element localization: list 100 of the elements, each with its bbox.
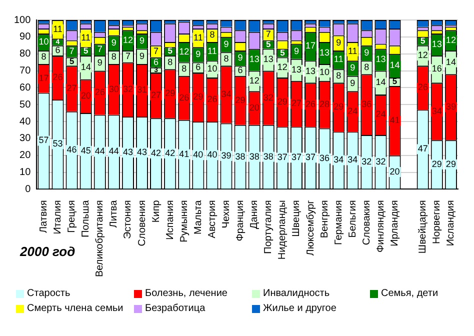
data-label: 8: [41, 52, 46, 62]
data-label: 12: [249, 75, 260, 86]
data-label: 9: [224, 39, 229, 50]
data-label: 11: [194, 32, 203, 42]
x-tick-label: Эстония: [122, 200, 134, 239]
data-label: 37: [291, 152, 302, 162]
x-tick-label: Люксембург: [305, 200, 316, 256]
data-label: 26: [207, 94, 218, 104]
y-tick-label: 20: [20, 150, 32, 162]
data-label: 27: [151, 90, 162, 100]
y-tick-label: 60: [20, 82, 32, 94]
y-tick-label: 30: [20, 133, 32, 144]
data-label: 38: [235, 151, 246, 162]
data-label: 24: [376, 109, 386, 120]
data-label: 11: [53, 24, 62, 34]
data-label: 43: [122, 147, 133, 158]
data-label: 26: [179, 92, 190, 102]
y-tick-label: 50: [20, 99, 32, 110]
data-label: 24: [348, 106, 358, 116]
data-label: 13: [376, 54, 386, 64]
data-label: 14: [376, 77, 386, 88]
y-tick-label: 70: [20, 66, 32, 77]
data-label: 39: [221, 150, 232, 160]
data-label: 9: [364, 47, 370, 58]
data-label: 29: [446, 158, 456, 169]
data-label: 17: [38, 72, 49, 83]
data-label: 9: [97, 58, 102, 68]
data-label: 26: [418, 82, 428, 92]
data-label: 9: [139, 50, 145, 61]
data-label: 8: [111, 52, 116, 62]
x-tick-label: Румыния: [178, 200, 190, 242]
x-tick-label: Греция: [66, 200, 78, 233]
data-label: 40: [207, 150, 218, 160]
data-label: 12: [446, 34, 456, 45]
data-label: 39: [446, 102, 456, 112]
data-label: 32: [122, 84, 133, 94]
x-tick-label: Норвегия: [432, 200, 443, 244]
data-label: 38: [263, 151, 274, 162]
data-label: 17: [306, 40, 316, 51]
data-label: 9: [238, 52, 243, 63]
x-tick-label: Латвия: [38, 200, 50, 234]
data-label: 26: [94, 87, 105, 98]
data-label: 9: [350, 78, 356, 88]
data-label: 44: [94, 146, 105, 156]
x-tick-label: Чехия: [221, 200, 232, 228]
data-label: 36: [362, 99, 372, 110]
legend-label: Инвалидность: [263, 288, 330, 299]
y-tick-label: 90: [20, 32, 32, 43]
data-label: 7: [125, 50, 130, 61]
data-label: 8: [182, 64, 187, 74]
x-tick-label: Швейцария: [418, 200, 429, 254]
data-label: 32: [362, 156, 372, 166]
data-label: 27: [66, 83, 77, 94]
data-label: 8: [168, 56, 173, 67]
y-tick-label: 100: [14, 14, 32, 26]
data-label: 5: [266, 38, 272, 49]
data-label: 12: [179, 46, 190, 57]
data-label: 5: [280, 47, 286, 58]
data-label: 38: [249, 151, 260, 162]
data-label: 13: [432, 39, 442, 50]
data-label: 7: [69, 46, 74, 56]
data-label: 34: [348, 154, 358, 165]
data-label: 57: [38, 135, 49, 146]
legend-label: Старость: [27, 288, 70, 299]
x-tick-label: Кипр: [150, 200, 162, 223]
y-tick-label: 80: [20, 48, 32, 60]
data-label: 7: [97, 44, 102, 54]
legend-label: Безработица: [145, 303, 206, 314]
data-label: 34: [432, 106, 442, 116]
y-tick-label: 10: [20, 167, 32, 178]
data-label: 8: [336, 70, 342, 80]
x-tick-label: Швеция: [291, 200, 302, 237]
data-label: 32: [263, 92, 274, 102]
data-label: 11: [208, 46, 217, 56]
data-label: 45: [80, 145, 91, 156]
data-label: 26: [52, 72, 63, 82]
data-label: 7: [266, 28, 271, 39]
data-label: 9: [294, 46, 299, 56]
data-label: 14: [80, 62, 91, 72]
data-label: 13: [249, 54, 260, 64]
data-label: 37: [306, 152, 316, 162]
x-tick-label: Литва: [108, 200, 120, 228]
data-label: 46: [66, 144, 77, 155]
data-label: 9: [139, 36, 145, 46]
data-label: 8: [210, 30, 215, 40]
data-label: 41: [179, 148, 190, 159]
data-label: 7: [154, 46, 159, 56]
data-label: 29: [432, 158, 442, 169]
data-label: 27: [291, 98, 302, 108]
y-tick-label: 0: [25, 184, 32, 195]
data-label: 6: [238, 65, 243, 76]
data-label: 6: [196, 62, 201, 72]
data-label: 14: [390, 60, 400, 70]
data-label: 6: [55, 44, 60, 55]
data-label: 12: [122, 34, 133, 45]
data-label: 29: [165, 88, 176, 98]
x-tick-label: Великобритания: [94, 200, 106, 277]
data-label: 10: [207, 64, 218, 74]
x-tick-label: Венгрия: [319, 200, 330, 238]
data-label: 20: [390, 166, 400, 177]
